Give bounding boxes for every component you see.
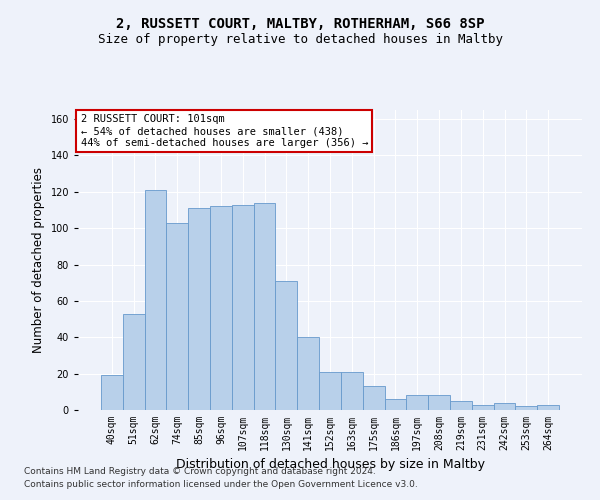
Bar	[319, 372, 341, 410]
Y-axis label: Number of detached properties: Number of detached properties	[32, 167, 45, 353]
Text: Contains public sector information licensed under the Open Government Licence v3: Contains public sector information licen…	[24, 480, 418, 489]
Bar	[494, 402, 515, 410]
Bar	[450, 401, 472, 410]
Text: 2, RUSSETT COURT, MALTBY, ROTHERHAM, S66 8SP: 2, RUSSETT COURT, MALTBY, ROTHERHAM, S66…	[116, 18, 484, 32]
Bar	[537, 404, 559, 410]
Bar	[428, 396, 450, 410]
Bar	[363, 386, 385, 410]
Bar	[254, 202, 275, 410]
Bar	[123, 314, 145, 410]
Text: Contains HM Land Registry data © Crown copyright and database right 2024.: Contains HM Land Registry data © Crown c…	[24, 467, 376, 476]
Text: Size of property relative to detached houses in Maltby: Size of property relative to detached ho…	[97, 32, 503, 46]
Bar	[101, 376, 123, 410]
Bar	[188, 208, 210, 410]
Bar	[341, 372, 363, 410]
Bar	[297, 338, 319, 410]
Bar	[406, 396, 428, 410]
Bar	[166, 222, 188, 410]
Bar	[145, 190, 166, 410]
Text: 2 RUSSETT COURT: 101sqm
← 54% of detached houses are smaller (438)
44% of semi-d: 2 RUSSETT COURT: 101sqm ← 54% of detache…	[80, 114, 368, 148]
Bar	[472, 404, 494, 410]
X-axis label: Distribution of detached houses by size in Maltby: Distribution of detached houses by size …	[176, 458, 485, 471]
Bar	[210, 206, 232, 410]
Bar	[515, 406, 537, 410]
Bar	[385, 399, 406, 410]
Bar	[232, 204, 254, 410]
Bar	[275, 281, 297, 410]
